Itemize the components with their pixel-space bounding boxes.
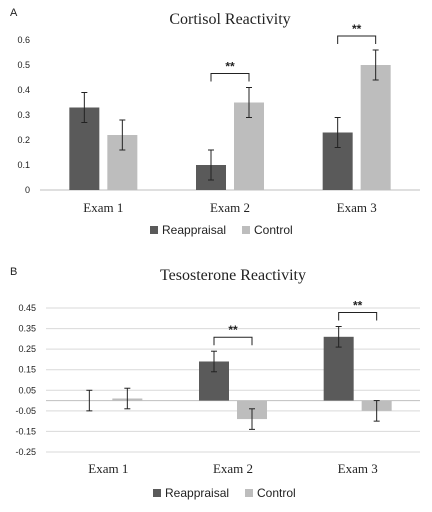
panel2-significance-bracket xyxy=(338,312,378,321)
panel2-significance-label: ** xyxy=(353,299,363,313)
panel2-y-tick-label: 0.25 xyxy=(18,344,36,354)
panel2-y-tick-label: -0.05 xyxy=(15,406,36,416)
panel1-significance-bracket xyxy=(210,73,250,82)
panel2-x-category-label: Exam 1 xyxy=(88,461,128,476)
panel1-x-category-label: Exam 1 xyxy=(83,200,123,215)
panel1-y-tick-label: 0.1 xyxy=(17,160,30,170)
panel1-x-category-label: Exam 2 xyxy=(210,200,250,215)
panel2-legend-swatch-reappraisal xyxy=(153,489,161,497)
panel1-legend-swatch-reappraisal xyxy=(150,226,158,234)
panel2-y-tick-label: -0.15 xyxy=(15,426,36,436)
panel1-legend-swatch-control xyxy=(242,226,250,234)
panel2-legend-swatch-control xyxy=(245,489,253,497)
panel1-panel-label: A xyxy=(10,7,18,19)
panel1-legend-label-reappraisal: Reappraisal xyxy=(162,223,226,237)
panel2-y-tick-label: 0.15 xyxy=(18,365,36,375)
panel2-panel-label: B xyxy=(10,266,17,278)
panel1-chart-title: Cortisol Reactivity xyxy=(169,11,290,28)
panel1-y-tick-label: 0.5 xyxy=(17,60,30,70)
panel1-bar-control-3 xyxy=(360,65,391,190)
panel2-y-tick-label: 0.45 xyxy=(18,303,36,313)
panel2-legend-label-reappraisal: Reappraisal xyxy=(165,486,229,500)
panel1-significance-label: ** xyxy=(352,22,362,36)
panel2-y-tick-label: 0.05 xyxy=(18,385,36,395)
panel1-significance-label: ** xyxy=(225,60,235,74)
panel2-y-tick-label: 0.35 xyxy=(18,324,36,334)
panel2-x-category-label: Exam 3 xyxy=(338,461,378,476)
panel2-significance-bracket xyxy=(213,336,253,346)
panel2-legend-label-control: Control xyxy=(257,486,296,500)
panel1-significance-bracket xyxy=(337,35,377,44)
panel2-chart-title: Tesosterone Reactivity xyxy=(160,267,306,284)
panel1-y-tick-label: 0.3 xyxy=(17,110,30,120)
panel2-significance-label: ** xyxy=(228,323,238,337)
panel1-y-tick-label: 0.2 xyxy=(17,135,30,145)
panel1-y-tick-label: 0 xyxy=(25,185,30,195)
panel1-y-tick-label: 0.6 xyxy=(17,35,30,45)
panel1-legend-label-control: Control xyxy=(254,223,293,237)
panel2-y-tick-label: -0.25 xyxy=(15,447,36,457)
panel1-x-category-label: Exam 3 xyxy=(337,200,377,215)
panel1-y-tick-label: 0.4 xyxy=(17,85,30,95)
panel2-x-category-label: Exam 2 xyxy=(213,461,253,476)
